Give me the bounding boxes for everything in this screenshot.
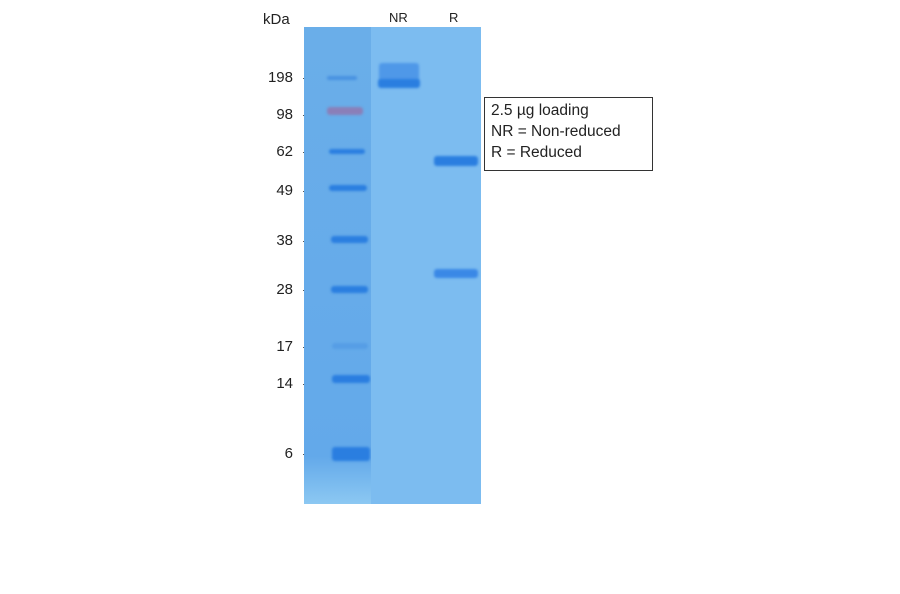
ladder-band: [327, 76, 357, 80]
ladder-band: [332, 447, 370, 461]
gel-sample-panel: [371, 27, 481, 504]
ladder-band: [329, 185, 367, 191]
lane-label-r: R: [449, 10, 459, 25]
ladder-band: [331, 286, 368, 293]
legend-nr: NR = Non-reduced: [491, 123, 621, 140]
legend-loading: 2.5 µg loading: [491, 102, 589, 119]
r-band-heavy-chain: [434, 156, 478, 166]
ladder-band: [331, 236, 368, 243]
nr-band-smear: [379, 63, 419, 83]
nr-band: [378, 79, 420, 88]
ladder-band: [332, 375, 370, 383]
ladder-band: [327, 107, 363, 115]
ladder-band: [332, 343, 368, 349]
r-band-light-chain: [434, 269, 478, 278]
lane-label-nr: NR: [389, 10, 408, 25]
ladder-band: [329, 149, 365, 154]
axis-unit-label: kDa: [263, 11, 290, 28]
legend-box: 2.5 µg loading NR = Non-reduced R = Redu…: [484, 97, 653, 171]
legend-r: R = Reduced: [491, 144, 582, 161]
gel-ladder-panel: [304, 27, 371, 504]
